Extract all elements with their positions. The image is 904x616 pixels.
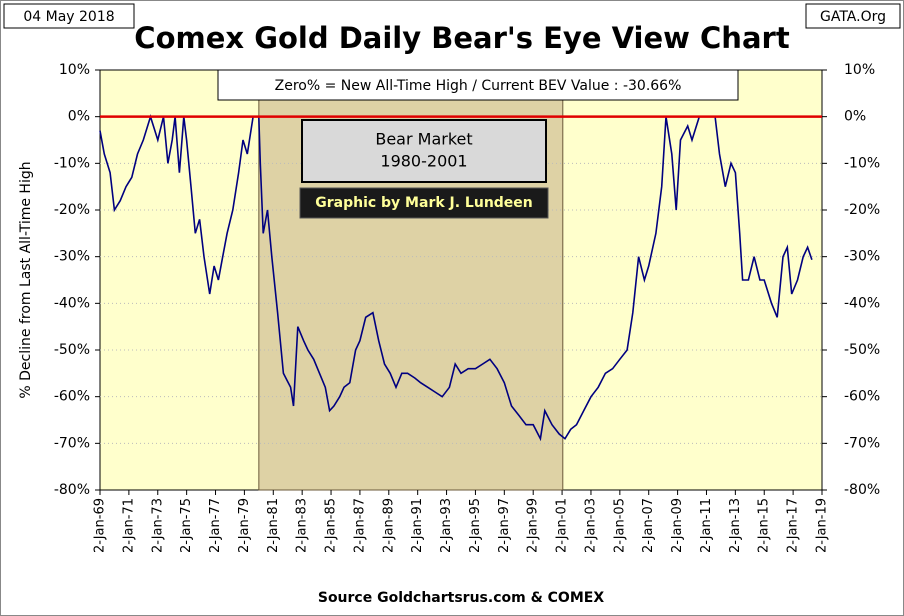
y-tick-label: -30% [54,249,90,265]
x-tick-label: 2-Jan-73 [150,498,165,553]
line [99,114,813,442]
y2-tick-label: -70% [844,435,880,451]
y2-tick-label: 0% [844,109,866,125]
y2-tick-label: -60% [844,389,880,405]
annotation-box [217,69,739,101]
shade-box [301,119,547,183]
y-tick-label: -50% [54,342,90,358]
x-tick-label: 2-Jan-19 [815,498,830,553]
x-tick-label: 2-Jan-83 [295,498,310,553]
x-tick-label: 2-Jan-91 [410,498,425,553]
shade-years: 1980-2001 [380,152,467,171]
site-box [805,3,901,29]
x-tick-label: 2-Jan-75 [179,498,194,553]
y2-tick-label: -50% [844,342,880,358]
y-tick-label: -80% [54,482,90,498]
chart-title: Comex Gold Daily Bear's Eye View Chart [134,21,790,55]
y2-tick-label: -80% [844,482,880,498]
x-tick-label: 2-Jan-95 [468,498,483,553]
x-tick-label: 2-Jan-93 [439,498,454,553]
y-axis-label: % Decline from Last All-Time High [18,161,34,398]
x-tick-label: 2-Jan-09 [670,498,685,553]
x-tick-label: 2-Jan-69 [93,498,108,553]
y-tick-label: 0% [68,109,90,125]
y-tick-label: 10% [59,62,90,78]
x-tick-label: 2-Jan-07 [641,498,656,553]
x-tick-label: 2-Jan-89 [381,498,396,553]
x-tick-label: 2-Jan-79 [237,498,252,553]
credit-box [299,187,549,219]
y2-tick-label: -40% [844,295,880,311]
x-tick-label: 2-Jan-99 [526,498,541,553]
shade-title: Bear Market [375,130,472,149]
x-tick-label: 2-Jan-17 [786,498,801,553]
y2-tick-label: 10% [844,62,875,78]
date-box [3,3,135,29]
source: Source Goldchartsrus.com & COMEX [318,590,604,606]
site-label: GATA.Org [820,9,886,25]
credit: Graphic by Mark J. Lundeen [315,195,533,211]
y2-tick-label: -20% [844,202,880,218]
y-tick-label: -20% [54,202,90,218]
y2-tick-label: -10% [844,155,880,171]
x-tick-label: 2-Jan-71 [121,498,136,553]
x-tick-label: 2-Jan-85 [324,498,339,553]
x-tick-label: 2-Jan-05 [612,498,627,553]
y-tick-label: -70% [54,435,90,451]
y-tick-label: -40% [54,295,90,311]
date-label: 04 May 2018 [23,9,114,25]
x-tick-label: 2-Jan-97 [497,498,512,553]
y2-tick-label: -30% [844,249,880,265]
x-tick-label: 2-Jan-01 [555,498,570,553]
y-tick-label: -10% [54,155,90,171]
x-tick-label: 2-Jan-11 [699,498,714,553]
annotation: Zero% = New All-Time High / Current BEV … [275,78,682,94]
x-tick-label: 2-Jan-03 [583,498,598,553]
y-tick-label: -60% [54,389,90,405]
x-tick-label: 2-Jan-77 [208,498,223,553]
x-tick-label: 2-Jan-15 [757,498,772,553]
x-tick-label: 2-Jan-13 [728,498,743,553]
x-tick-label: 2-Jan-87 [352,498,367,553]
x-tick-label: 2-Jan-81 [266,498,281,553]
